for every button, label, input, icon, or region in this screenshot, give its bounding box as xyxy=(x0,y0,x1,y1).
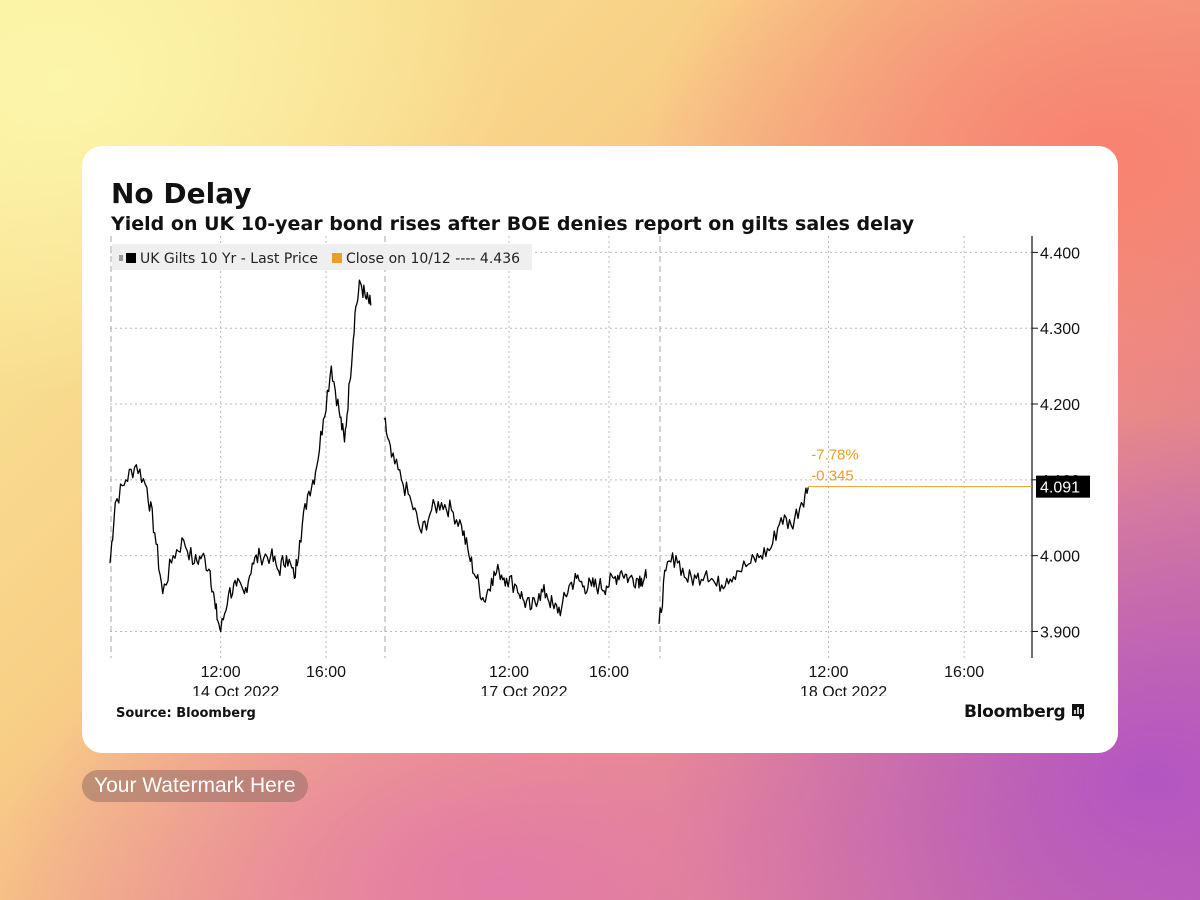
x-tick-label: 12:00 xyxy=(489,664,529,681)
legend-pin-icon xyxy=(119,255,123,261)
chart-title: No Delay xyxy=(111,177,252,210)
bloomberg-chart-icon xyxy=(1072,704,1084,720)
legend-box xyxy=(112,244,532,270)
last-price-label: 4.091 xyxy=(1040,480,1080,497)
y-tick-label: 4.200 xyxy=(1040,397,1080,414)
change-pct-label: -7.78% xyxy=(811,447,859,464)
x-date-label: 17 Oct 2022 xyxy=(480,684,567,696)
series-line xyxy=(109,279,372,633)
y-tick-label: 4.300 xyxy=(1040,321,1080,338)
x-tick-label: 16:00 xyxy=(589,664,629,681)
x-tick-label: 12:00 xyxy=(809,664,849,681)
x-tick-label: 16:00 xyxy=(944,664,984,681)
series-line xyxy=(658,487,809,624)
source-note: Source: Bloomberg xyxy=(116,706,256,721)
x-tick-label: 16:00 xyxy=(306,664,346,681)
y-tick-label: 4.400 xyxy=(1040,245,1080,262)
chart-subtitle: Yield on UK 10-year bond rises after BOE… xyxy=(111,213,915,235)
last-price-badge xyxy=(1036,475,1090,498)
chart-card: No Delay Yield on UK 10-year bond rises … xyxy=(82,146,1118,753)
x-date-label: 18 Oct 2022 xyxy=(800,684,887,696)
x-tick-label: 12:00 xyxy=(201,664,241,681)
y-tick-label: 3.900 xyxy=(1040,624,1080,641)
legend-swatch-close xyxy=(332,253,342,263)
legend-swatch-series xyxy=(126,253,136,263)
x-date-label: 14 Oct 2022 xyxy=(192,684,279,696)
bloomberg-logo: Bloomberg xyxy=(964,702,1066,722)
y-tick-label: 4.000 xyxy=(1040,549,1080,566)
legend-series-label: UK Gilts 10 Yr - Last Price xyxy=(140,251,318,267)
series-line xyxy=(383,417,648,617)
change-abs-label: -0.345 xyxy=(811,468,854,485)
legend-close-label: Close on 10/12 ---- 4.436 xyxy=(346,251,520,267)
watermark: Your Watermark Here xyxy=(82,770,308,802)
